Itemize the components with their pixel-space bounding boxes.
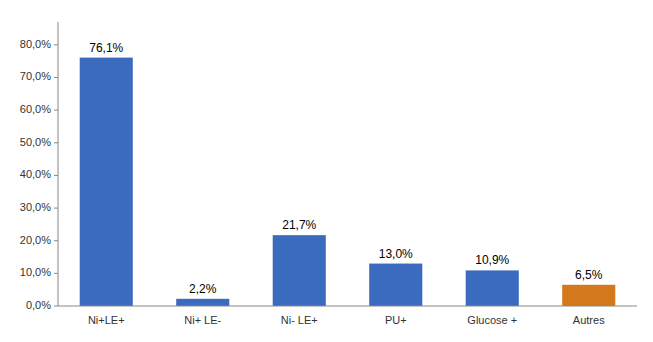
y-tick bbox=[54, 306, 58, 307]
x-tick-label: Ni- LE+ bbox=[281, 314, 318, 326]
x-axis bbox=[58, 306, 637, 307]
data-label: 2,2% bbox=[189, 282, 217, 296]
y-tick-label: 70,0% bbox=[20, 70, 51, 82]
data-label: 21,7% bbox=[282, 218, 316, 232]
y-axis bbox=[58, 22, 59, 306]
data-label: 6,5% bbox=[575, 268, 603, 282]
bar bbox=[80, 58, 133, 306]
y-tick bbox=[54, 77, 58, 78]
bar bbox=[273, 235, 326, 306]
y-tick bbox=[54, 110, 58, 111]
x-tick-label: PU+ bbox=[385, 314, 407, 326]
x-tick-label: Autres bbox=[573, 314, 605, 326]
y-tick bbox=[54, 273, 58, 274]
bar bbox=[466, 270, 519, 306]
y-tick-label: 60,0% bbox=[20, 103, 51, 115]
data-label: 76,1% bbox=[89, 41, 123, 55]
data-label: 13,0% bbox=[379, 247, 413, 261]
y-tick bbox=[54, 142, 58, 143]
bar bbox=[176, 299, 229, 306]
y-tick-label: 30,0% bbox=[20, 201, 51, 213]
chart: 0,0% 10,0% 20,0% 30,0% 40,0% 50,0% 60,0% 70,0% 8… bbox=[0, 0, 653, 342]
y-tick-label: 40,0% bbox=[20, 168, 51, 180]
x-tick-label: Glucose + bbox=[467, 314, 517, 326]
data-label: 10,9% bbox=[475, 253, 509, 267]
x-tick-label: Ni+LE+ bbox=[88, 314, 125, 326]
y-tick-label: 20,0% bbox=[20, 234, 51, 246]
y-tick-label: 10,0% bbox=[20, 266, 51, 278]
y-tick-label: 80,0% bbox=[20, 38, 51, 50]
y-tick-label: 50,0% bbox=[20, 136, 51, 148]
y-tick bbox=[54, 44, 58, 45]
bar bbox=[369, 264, 422, 306]
y-tick bbox=[54, 175, 58, 176]
bar bbox=[562, 285, 615, 306]
x-tick-label: Ni+ LE- bbox=[184, 314, 221, 326]
y-tick-label: 0,0% bbox=[26, 299, 51, 311]
y-tick bbox=[54, 240, 58, 241]
y-tick bbox=[54, 208, 58, 209]
